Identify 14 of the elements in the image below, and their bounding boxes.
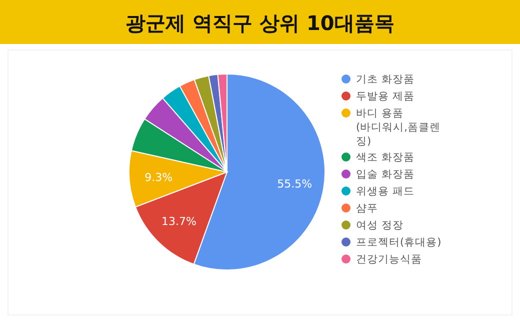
legend-label: 입술 화장품	[356, 168, 414, 181]
legend-label: 위생용 패드	[356, 186, 414, 198]
legend-label: 바디 용품 (바디워시,폼클렌징)	[356, 108, 440, 148]
legend-label: 샴푸	[356, 202, 378, 215]
legend-label: 두발용 제품	[356, 90, 414, 103]
legend-label: 기초 화장품	[356, 74, 414, 86]
data-label: 9.3%	[144, 170, 173, 184]
legend-label: 색조 화장품	[356, 152, 414, 164]
chart-title: 광군제 역직구 상위 10대품목	[126, 11, 394, 35]
data-label: 13.7%	[161, 214, 196, 228]
data-label: 55.5%	[277, 178, 312, 191]
legend-label: 프로젝터(휴대용)	[356, 236, 442, 249]
legend-label: 건강기능식품	[356, 254, 422, 266]
legend-label: 여성 정장	[356, 220, 404, 232]
